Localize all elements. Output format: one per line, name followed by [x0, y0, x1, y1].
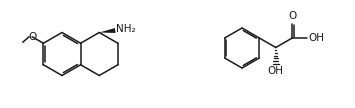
Text: NH₂: NH₂: [116, 25, 136, 34]
Polygon shape: [99, 28, 115, 33]
Text: O: O: [288, 11, 296, 21]
Text: OH: OH: [268, 67, 284, 76]
Text: O: O: [28, 32, 36, 42]
Text: OH: OH: [308, 33, 324, 43]
